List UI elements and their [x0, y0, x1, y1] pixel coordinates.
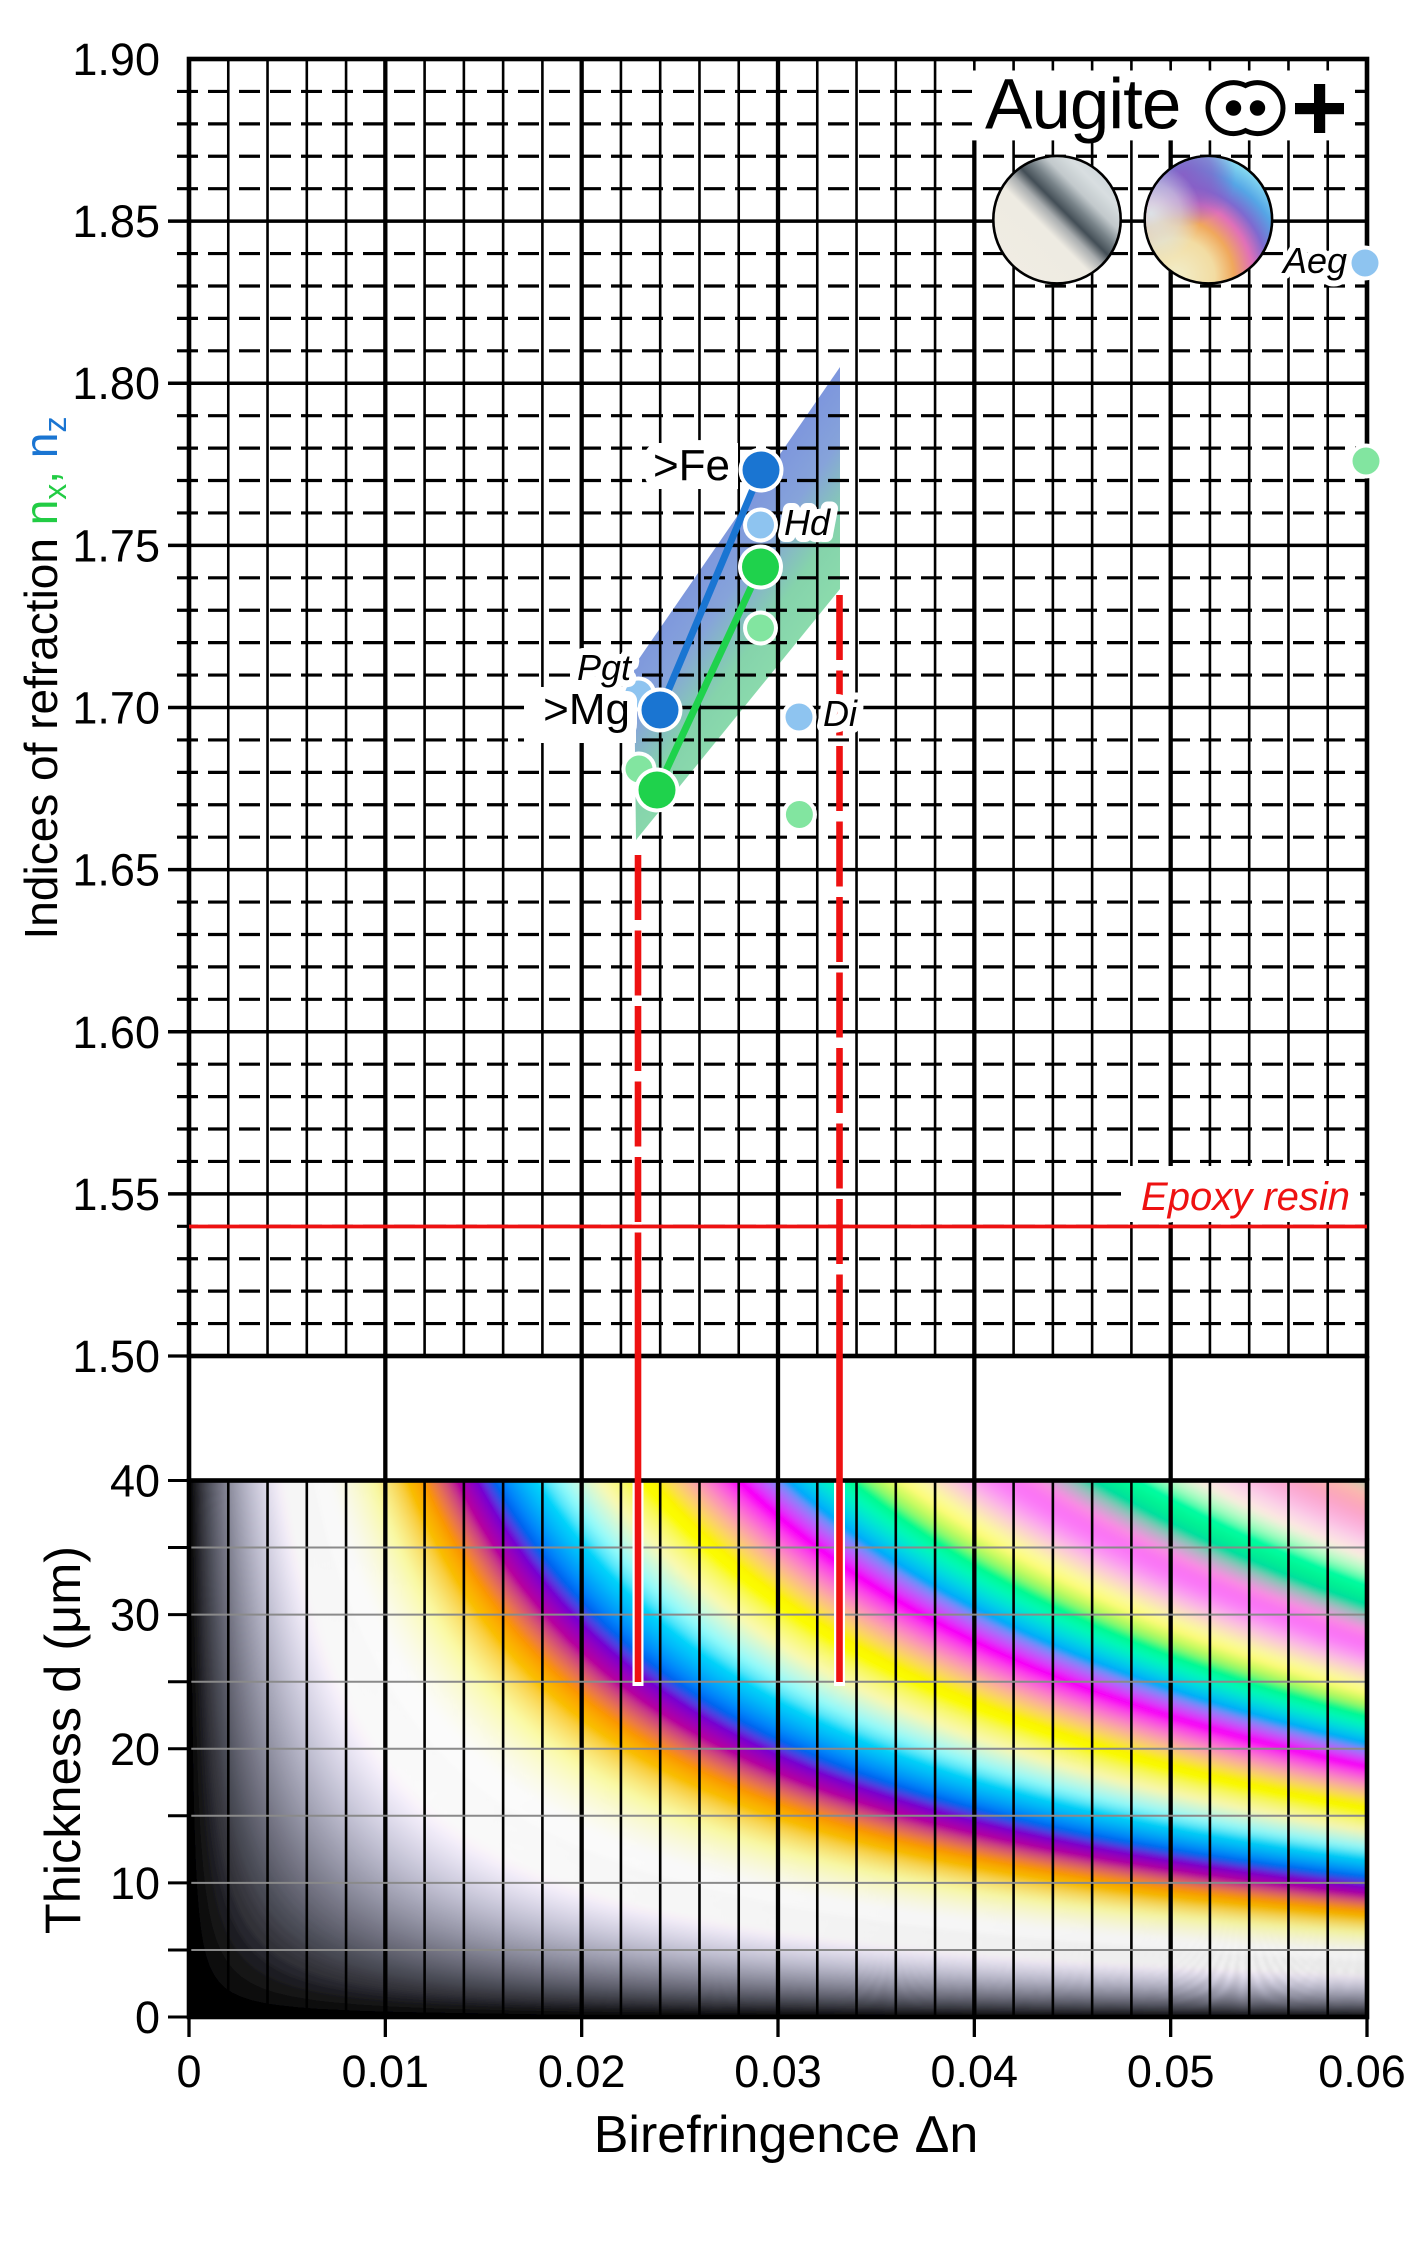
svg-text:Augite: Augite — [985, 66, 1180, 145]
svg-text:1.75: 1.75 — [72, 520, 160, 571]
svg-text:0.01: 0.01 — [342, 2046, 430, 2097]
svg-text:0: 0 — [176, 2046, 201, 2097]
svg-text:1.55: 1.55 — [72, 1169, 160, 1220]
svg-text:Di: Di — [823, 693, 858, 734]
svg-text:0.02: 0.02 — [538, 2046, 626, 2097]
svg-text:0.03: 0.03 — [734, 2046, 822, 2097]
svg-text:1.50: 1.50 — [72, 1331, 160, 1382]
svg-text:Thickness d (μm): Thickness d (μm) — [34, 1546, 91, 1934]
svg-text:30: 30 — [110, 1590, 160, 1641]
svg-text:>Mg: >Mg — [543, 685, 630, 734]
svg-text:1.60: 1.60 — [72, 1007, 160, 1058]
svg-text:0.05: 0.05 — [1127, 2046, 1215, 2097]
svg-text:Birefringence Δn: Birefringence Δn — [594, 2106, 979, 2164]
svg-text:1.70: 1.70 — [72, 683, 160, 734]
svg-text:1.80: 1.80 — [72, 358, 160, 409]
svg-text:0.06: 0.06 — [1318, 2046, 1406, 2097]
svg-text:Epoxy resin: Epoxy resin — [1141, 1175, 1350, 1219]
svg-text:>Fe: >Fe — [653, 441, 730, 490]
svg-text:1.65: 1.65 — [72, 845, 160, 896]
svg-text:0: 0 — [135, 1992, 160, 2043]
svg-text:0.04: 0.04 — [931, 2046, 1019, 2097]
svg-text:Hd: Hd — [784, 502, 831, 543]
svg-text:Aeg: Aeg — [1281, 240, 1347, 281]
svg-text:40: 40 — [110, 1456, 160, 1507]
svg-text:1.85: 1.85 — [72, 196, 160, 247]
svg-text:Pgt: Pgt — [577, 647, 633, 688]
svg-text:20: 20 — [110, 1724, 160, 1775]
svg-text:Indices of refraction nx, nz: Indices of refraction nx, nz — [15, 417, 73, 940]
svg-text:1.90: 1.90 — [72, 34, 160, 85]
svg-text:10: 10 — [110, 1858, 160, 1909]
